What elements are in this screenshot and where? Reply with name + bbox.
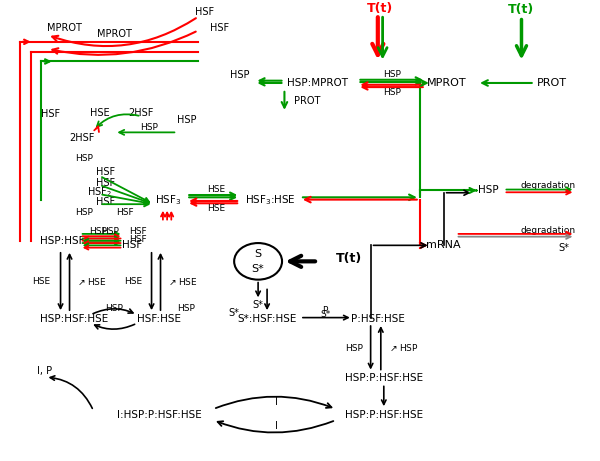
Text: HSP:MPROT: HSP:MPROT xyxy=(287,78,349,88)
Text: S*:HSF:HSE: S*:HSF:HSE xyxy=(238,313,297,324)
Text: HSP: HSP xyxy=(177,115,197,124)
Text: S: S xyxy=(254,248,262,259)
Text: HSF: HSF xyxy=(116,208,134,217)
Text: PROT: PROT xyxy=(294,96,320,106)
Text: HSF: HSF xyxy=(130,227,147,236)
Text: HSE: HSE xyxy=(89,108,109,118)
Text: HSP: HSP xyxy=(178,304,195,313)
Text: S*: S* xyxy=(558,242,569,253)
Text: T(t): T(t) xyxy=(336,252,362,265)
Text: degradation: degradation xyxy=(520,226,575,235)
Text: I: I xyxy=(275,397,277,407)
Text: HSP: HSP xyxy=(89,227,107,236)
Text: T(t): T(t) xyxy=(367,2,394,15)
Text: HSP: HSP xyxy=(383,88,401,97)
Text: HSF: HSF xyxy=(122,240,143,250)
Text: HSP:HSF: HSP:HSF xyxy=(40,236,84,246)
Text: MPROT: MPROT xyxy=(427,78,466,88)
Text: HSP:P:HSF:HSE: HSP:P:HSF:HSE xyxy=(345,373,423,383)
Text: $\nearrow$HSP: $\nearrow$HSP xyxy=(388,343,419,353)
Text: HSP: HSP xyxy=(140,123,158,132)
Text: $\nearrow$HSE: $\nearrow$HSE xyxy=(76,277,106,287)
Text: $\nearrow$HSE: $\nearrow$HSE xyxy=(167,277,197,287)
Text: P: P xyxy=(322,306,328,315)
Text: HSE: HSE xyxy=(124,278,143,286)
Text: HSE: HSE xyxy=(32,278,50,286)
Text: HSF$_3$:HSE: HSF$_3$:HSE xyxy=(245,193,295,207)
Text: S*: S* xyxy=(252,264,265,274)
Text: MPROT: MPROT xyxy=(97,29,132,39)
Text: HSF: HSF xyxy=(96,197,115,207)
Text: 2HSF: 2HSF xyxy=(128,108,154,118)
Text: HSP: HSP xyxy=(106,304,124,313)
Text: T(t): T(t) xyxy=(508,3,535,16)
Text: HSP: HSP xyxy=(345,344,363,353)
Text: HSF: HSF xyxy=(41,109,61,118)
Text: HSF: HSF xyxy=(130,236,147,244)
Text: HSF$_2$: HSF$_2$ xyxy=(87,185,112,199)
Text: HSP: HSP xyxy=(478,185,499,195)
Text: I: I xyxy=(275,421,277,431)
Text: MPROT: MPROT xyxy=(47,23,82,33)
Text: P:HSF:HSE: P:HSF:HSE xyxy=(351,313,405,324)
Text: HSE: HSE xyxy=(207,185,225,194)
Text: HSF: HSF xyxy=(194,7,214,17)
Text: HSF$_3$: HSF$_3$ xyxy=(155,193,182,207)
Text: HSF: HSF xyxy=(96,167,115,177)
Text: I, P: I, P xyxy=(37,366,52,376)
Text: I:HSP:P:HSF:HSE: I:HSP:P:HSF:HSE xyxy=(117,409,202,420)
Text: S*: S* xyxy=(253,300,263,310)
Text: HSP:P:HSF:HSE: HSP:P:HSF:HSE xyxy=(345,409,423,420)
Text: HSP: HSP xyxy=(76,208,94,217)
Text: PROT: PROT xyxy=(536,78,566,88)
Text: HSP: HSP xyxy=(383,70,401,79)
Text: mRNA: mRNA xyxy=(427,240,461,250)
Text: degradation: degradation xyxy=(520,181,575,190)
Text: HSP:HSF:HSE: HSP:HSF:HSE xyxy=(40,313,108,324)
Text: HSP: HSP xyxy=(76,154,94,163)
Text: 2HSF: 2HSF xyxy=(70,133,95,143)
Text: HSF: HSF xyxy=(210,23,229,33)
Text: HSF: HSF xyxy=(96,177,115,188)
Text: HSP: HSP xyxy=(230,70,250,80)
Text: S*: S* xyxy=(320,310,330,319)
Text: HSF:HSE: HSF:HSE xyxy=(137,313,181,324)
Text: HSP: HSP xyxy=(101,227,119,236)
Text: S*: S* xyxy=(229,308,239,318)
Text: HSE: HSE xyxy=(207,204,225,213)
